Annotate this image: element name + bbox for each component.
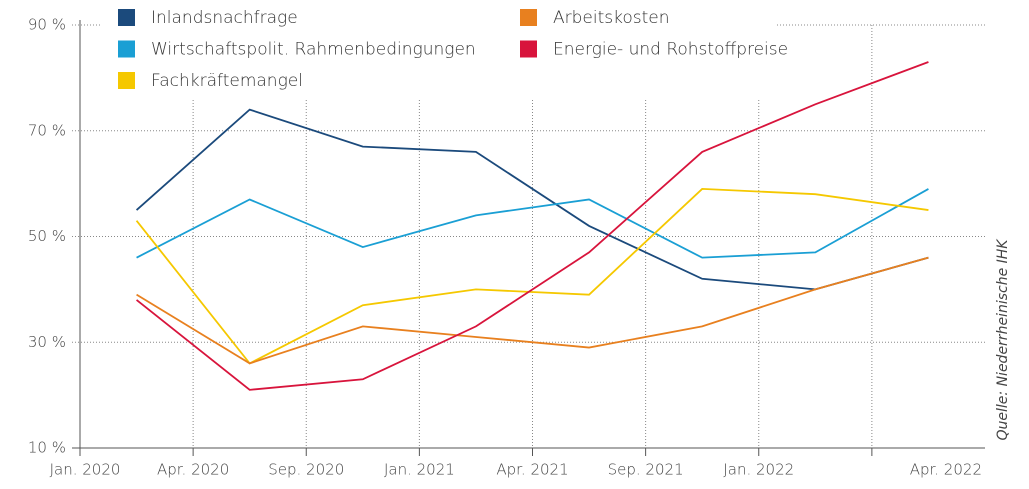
x-tick-label: Sep. 2020: [268, 461, 344, 479]
y-tick-label: 10 %: [28, 439, 66, 457]
y-tick-label: 50 %: [28, 227, 66, 245]
legend-swatch: [118, 72, 135, 89]
x-tick-label: Apr. 2021: [496, 461, 568, 479]
source-note: Quelle: Niederrheinische IHK: [995, 238, 1011, 441]
series-line: [136, 188, 929, 259]
legend-swatch: [520, 9, 537, 26]
series-line: [136, 61, 929, 391]
x-tick-label: Apr. 2020: [157, 461, 229, 479]
legend-swatch: [520, 40, 537, 58]
x-tick-label: Jan. 2022: [723, 461, 794, 479]
series-line: [136, 256, 929, 365]
x-tick-label: Apr. 2022: [910, 461, 982, 479]
x-tick-label: Jan. 2021: [384, 461, 455, 479]
legend-bg: [100, 0, 775, 98]
legend-label: Energie- und Rohstoffpreise: [553, 40, 788, 60]
legend-label: Inlandsnachfrage: [151, 8, 298, 28]
x-tick-label: Jan. 2020: [50, 461, 121, 479]
legend-label: Arbeitskosten: [553, 8, 670, 28]
legend-label: Wirtschaftspolit. Rahmenbedingungen: [151, 40, 476, 60]
y-tick-label: 30 %: [28, 333, 66, 351]
series-line: [135, 108, 929, 291]
y-tick-label: 70 %: [28, 121, 66, 139]
legend-swatch: [118, 9, 135, 26]
legend-label: Fachkräftemangel: [151, 71, 303, 91]
x-tick-label: Sep. 2021: [608, 461, 684, 479]
series-line: [135, 187, 929, 365]
legend-swatch: [118, 40, 135, 58]
y-tick-label: 90 %: [28, 16, 66, 34]
